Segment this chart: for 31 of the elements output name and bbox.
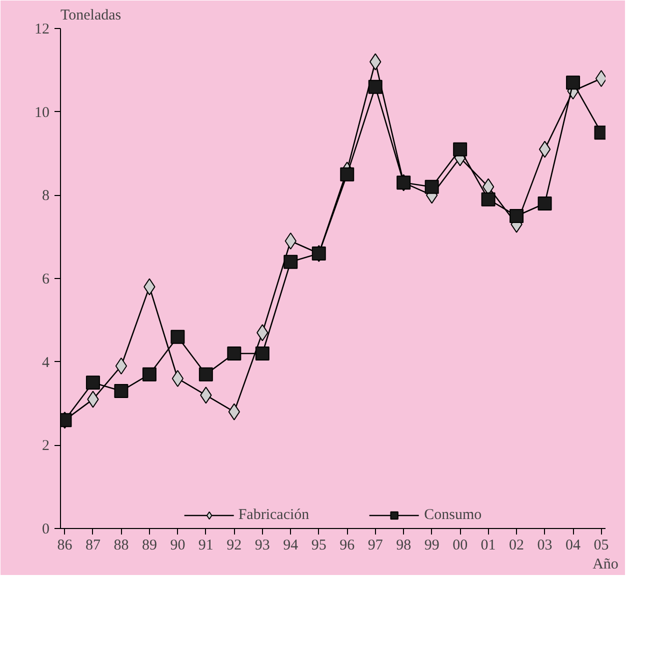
x-tick-label: 01	[480, 538, 496, 554]
x-tick-label: 99	[424, 538, 440, 554]
legend-label: Consumo	[424, 506, 482, 524]
x-tick-label: 98	[396, 538, 412, 554]
x-tick-label: 97	[368, 538, 384, 554]
x-tick-label: 95	[311, 538, 326, 554]
x-tick-label: 90	[170, 538, 186, 554]
y-axis-title: Toneladas	[60, 8, 122, 24]
x-tick-label: 86	[57, 538, 73, 554]
x-tick-label: 89	[142, 538, 157, 554]
x-tick-label: 94	[283, 538, 299, 554]
y-tick-label: 6	[42, 272, 50, 288]
x-tick-label: 87	[85, 538, 101, 554]
x-tick-label: 96	[340, 538, 356, 554]
x-tick-label: 00	[452, 538, 468, 554]
x-tick-label: 92	[226, 538, 242, 554]
y-tick-label: 2	[42, 438, 50, 454]
x-tick-label: 02	[509, 538, 524, 554]
x-tick-label: 03	[537, 538, 552, 554]
x-tick-label: 88	[114, 538, 129, 554]
x-tick-label: 05	[594, 538, 609, 554]
x-tick-label: 04	[566, 538, 582, 554]
x-tick-label: 93	[254, 538, 270, 554]
y-tick-label: 12	[34, 22, 50, 38]
legend-label: Fabricación	[238, 506, 310, 524]
x-axis-title: Año	[592, 556, 618, 572]
y-tick-label: 8	[42, 188, 50, 204]
y-tick-label: 4	[42, 354, 50, 371]
y-tick-label: 10	[34, 104, 50, 121]
x-tick-label: 91	[198, 538, 214, 554]
y-tick-label: 0	[42, 522, 50, 538]
